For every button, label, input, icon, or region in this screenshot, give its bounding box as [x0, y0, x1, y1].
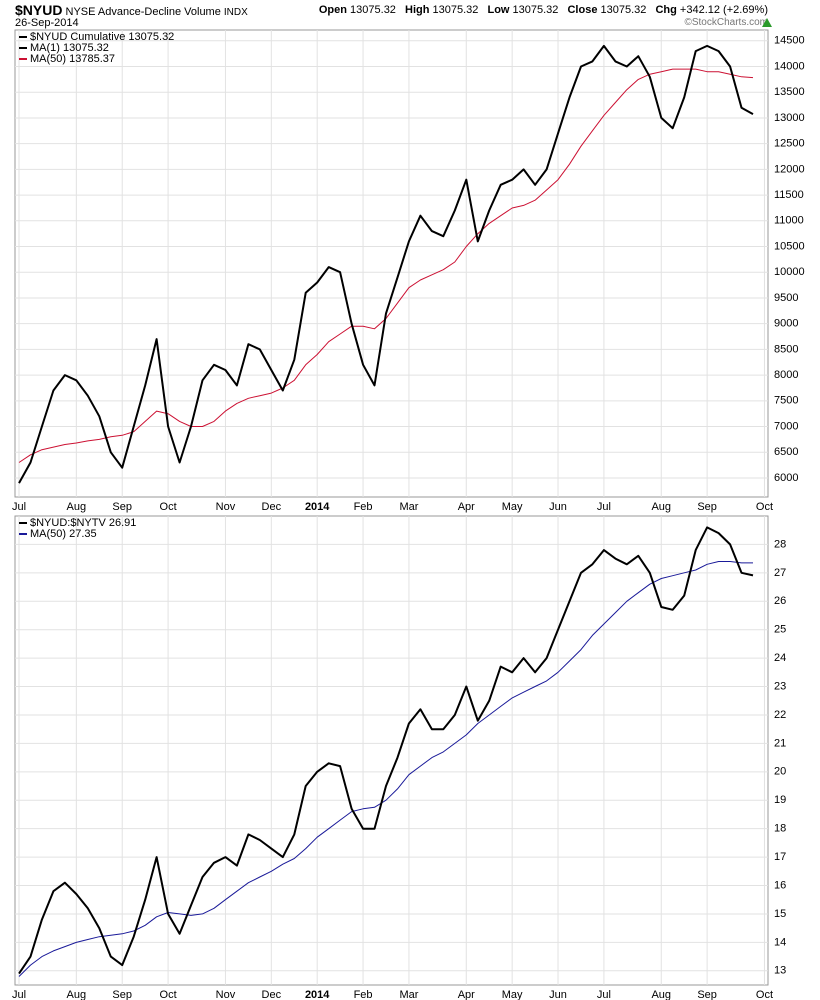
- y-tick-label: 26: [774, 595, 786, 607]
- exchange: INDX: [223, 7, 248, 18]
- y-tick-label: 12000: [774, 163, 805, 175]
- y-tick-label: 12500: [774, 138, 805, 150]
- credit: ©StockCharts.com: [684, 17, 768, 28]
- y-tick-label: 25: [774, 624, 786, 636]
- x-tick-label: Jul: [12, 989, 26, 1000]
- x-tick-label: Sep: [697, 501, 717, 513]
- y-tick-label: 18: [774, 823, 786, 835]
- quote-label: High: [405, 4, 430, 16]
- legend-label: MA(50) 27.35: [30, 528, 97, 540]
- quote-value: 13075.32: [512, 4, 559, 16]
- x-tick-label: Mar: [399, 989, 418, 1000]
- y-tick-label: 13500: [774, 86, 805, 98]
- y-tick-label: 10500: [774, 240, 805, 252]
- x-tick-label: Nov: [216, 989, 236, 1000]
- series-line: [18, 561, 753, 977]
- quote: Open 13075.32 High 13075.32 Low 13075.32…: [313, 4, 768, 16]
- y-tick-label: 8000: [774, 369, 798, 381]
- y-tick-label: 22: [774, 709, 786, 721]
- x-tick-label: Aug: [67, 501, 87, 513]
- index-name: NYSE Advance-Decline Volume: [65, 6, 221, 18]
- y-tick-label: 7500: [774, 395, 798, 407]
- y-tick-label: 28: [774, 538, 786, 550]
- y-tick-label: 9500: [774, 292, 798, 304]
- series-line: [18, 526, 754, 975]
- x-tick-label: Aug: [67, 989, 87, 1000]
- y-tick-label: 6000: [774, 472, 798, 484]
- y-tick-label: 7000: [774, 420, 798, 432]
- x-tick-label: Apr: [458, 501, 475, 513]
- plot-area: [14, 515, 769, 986]
- y-tick-label: 11000: [774, 215, 804, 227]
- header: $NYUD NYSE Advance-Decline Volume INDX O…: [0, 0, 820, 30]
- y-tick-label: 13000: [774, 112, 805, 124]
- up-arrow: [762, 18, 772, 27]
- y-tick-label: 15: [774, 908, 786, 920]
- quote-value: 13075.32: [600, 4, 647, 16]
- y-tick-label: 11500: [774, 189, 804, 201]
- y-tick-label: 13: [774, 965, 786, 977]
- y-tick-label: 19: [774, 794, 786, 806]
- x-tick-label: May: [502, 501, 523, 513]
- x-tick-label: Jul: [597, 989, 611, 1000]
- x-tick-label: Oct: [756, 501, 773, 513]
- quote-value: 13075.32: [350, 4, 396, 16]
- legend-label: $NYUD:$NYTV 26.91: [30, 517, 136, 529]
- y-tick-label: 6500: [774, 446, 798, 458]
- y-tick-label: 21: [774, 737, 786, 749]
- x-tick-label: Jul: [12, 501, 26, 513]
- series-line: [18, 44, 754, 484]
- quote-value: 13075.32: [432, 4, 479, 16]
- y-tick-label: 10000: [774, 266, 805, 278]
- y-tick-label: 14500: [774, 35, 805, 47]
- legend-label: MA(50) 13785.37: [30, 53, 115, 65]
- date: 26-Sep-2014: [15, 17, 79, 29]
- x-tick-label: Apr: [458, 989, 475, 1000]
- y-tick-label: 9000: [774, 318, 798, 330]
- quote-label: Open: [318, 4, 347, 16]
- x-tick-label: Dec: [262, 501, 282, 513]
- y-tick-label: 23: [774, 680, 786, 692]
- x-tick-label: Oct: [160, 989, 177, 1000]
- x-tick-label: Jun: [549, 501, 567, 513]
- x-tick-label: Sep: [697, 989, 717, 1000]
- y-tick-label: 20: [774, 766, 786, 778]
- legend-label: MA(1) 13075.32: [30, 42, 109, 54]
- x-tick-label: 2014: [305, 501, 330, 513]
- x-tick-label: Mar: [399, 501, 418, 513]
- x-tick-label: Feb: [354, 989, 373, 1000]
- plot-area: [14, 29, 769, 498]
- y-tick-label: 17: [774, 851, 786, 863]
- x-tick-label: Nov: [216, 501, 236, 513]
- x-tick-label: Oct: [756, 989, 773, 1000]
- y-tick-label: 27: [774, 567, 786, 579]
- quote-label: Chg: [655, 4, 677, 16]
- x-tick-label: Jun: [549, 989, 567, 1000]
- y-tick-label: 14000: [774, 60, 805, 72]
- x-tick-label: May: [502, 989, 523, 1000]
- y-tick-label: 16: [774, 879, 786, 891]
- symbol: $NYUD: [15, 2, 63, 18]
- quote-label: Low: [487, 4, 510, 16]
- y-tick-label: 14: [774, 936, 786, 948]
- x-tick-label: Jul: [597, 501, 611, 513]
- x-tick-label: 2014: [305, 989, 330, 1000]
- quote-label: Close: [567, 4, 598, 16]
- y-tick-label: 24: [774, 652, 786, 664]
- x-tick-label: Aug: [651, 989, 671, 1000]
- x-tick-label: Dec: [262, 989, 282, 1000]
- title-line: $NYUD NYSE Advance-Decline Volume INDX: [15, 2, 248, 18]
- x-tick-label: Sep: [112, 501, 132, 513]
- x-tick-label: Aug: [651, 501, 671, 513]
- x-tick-label: Oct: [160, 501, 177, 513]
- y-tick-label: 8500: [774, 343, 798, 355]
- legend-label: $NYUD Cumulative 13075.32: [30, 31, 174, 43]
- quote-value: +342.12 (+2.69%): [679, 4, 768, 16]
- x-tick-label: Sep: [112, 989, 132, 1000]
- x-tick-label: Feb: [354, 501, 373, 513]
